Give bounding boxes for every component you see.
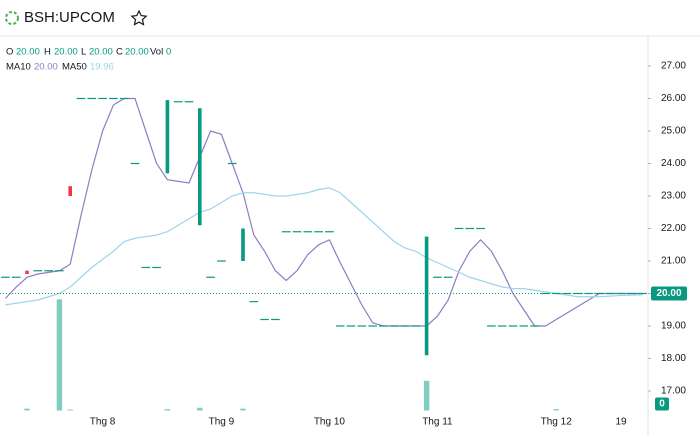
candle-body bbox=[198, 108, 202, 226]
legend-close-label: C bbox=[116, 47, 123, 58]
last-price-badge bbox=[651, 286, 687, 301]
volume-bar bbox=[24, 408, 30, 411]
status-icon bbox=[5, 11, 19, 25]
x-tick-label: 19 bbox=[615, 417, 627, 428]
y-tick-label: 22.00 bbox=[661, 223, 686, 234]
y-tick-label: 21.00 bbox=[661, 256, 686, 267]
legend-volume-label: Vol bbox=[150, 47, 163, 58]
last-volume-label: 0 bbox=[659, 399, 665, 410]
legend-low: 20.00 bbox=[89, 47, 113, 58]
legend-open: 20.00 bbox=[16, 47, 40, 58]
legend-close: 20.00 bbox=[125, 47, 149, 58]
legend-ma10: 20.00 bbox=[34, 62, 58, 73]
legend-ma50-label: MA50 bbox=[62, 62, 87, 73]
volume-bar bbox=[56, 299, 63, 411]
favorite-star[interactable] bbox=[130, 9, 148, 26]
y-tick-label: 23.00 bbox=[661, 191, 686, 202]
legend-high: 20.00 bbox=[54, 47, 78, 58]
last-price-label: 20.00 bbox=[656, 288, 681, 299]
volume-bar bbox=[240, 408, 246, 411]
x-tick-label: Thg 9 bbox=[209, 417, 235, 428]
x-tick-label: Thg 8 bbox=[90, 417, 116, 428]
last-volume-badge bbox=[655, 397, 669, 411]
legend-low-label: L bbox=[81, 47, 86, 58]
legend-high-label: H bbox=[44, 47, 51, 58]
x-tick-label: Thg 11 bbox=[422, 417, 453, 428]
legend-ma10-label: MA10 bbox=[6, 62, 31, 73]
volume-bar bbox=[423, 380, 430, 411]
volume-bar bbox=[553, 409, 559, 411]
y-tick-label: 19.00 bbox=[661, 321, 686, 332]
y-tick-label: 17.00 bbox=[661, 386, 686, 397]
candle-body bbox=[424, 236, 429, 356]
candle-body bbox=[25, 270, 29, 274]
legend-open-label: O bbox=[6, 47, 13, 58]
y-tick-label: 26.00 bbox=[661, 93, 686, 104]
ma-line bbox=[5, 187, 643, 306]
y-tick-label: 27.00 bbox=[661, 61, 686, 72]
y-tick-label: 25.00 bbox=[661, 126, 686, 137]
candle-body bbox=[165, 100, 170, 174]
volume-bar bbox=[197, 407, 203, 411]
volume-bar bbox=[164, 409, 171, 411]
chart-title: BSH:UPCOM bbox=[24, 9, 115, 26]
candle-body bbox=[241, 228, 245, 261]
legend-volume: 0 bbox=[166, 47, 171, 58]
x-tick-label: Thg 10 bbox=[314, 417, 346, 428]
volume-bar bbox=[67, 409, 73, 411]
y-tick-label: 18.00 bbox=[661, 353, 686, 364]
x-tick-label: Thg 12 bbox=[541, 417, 573, 428]
candle-body bbox=[68, 186, 72, 196]
legend-ma50: 19.96 bbox=[90, 62, 114, 73]
y-tick-label: 24.00 bbox=[661, 158, 686, 169]
